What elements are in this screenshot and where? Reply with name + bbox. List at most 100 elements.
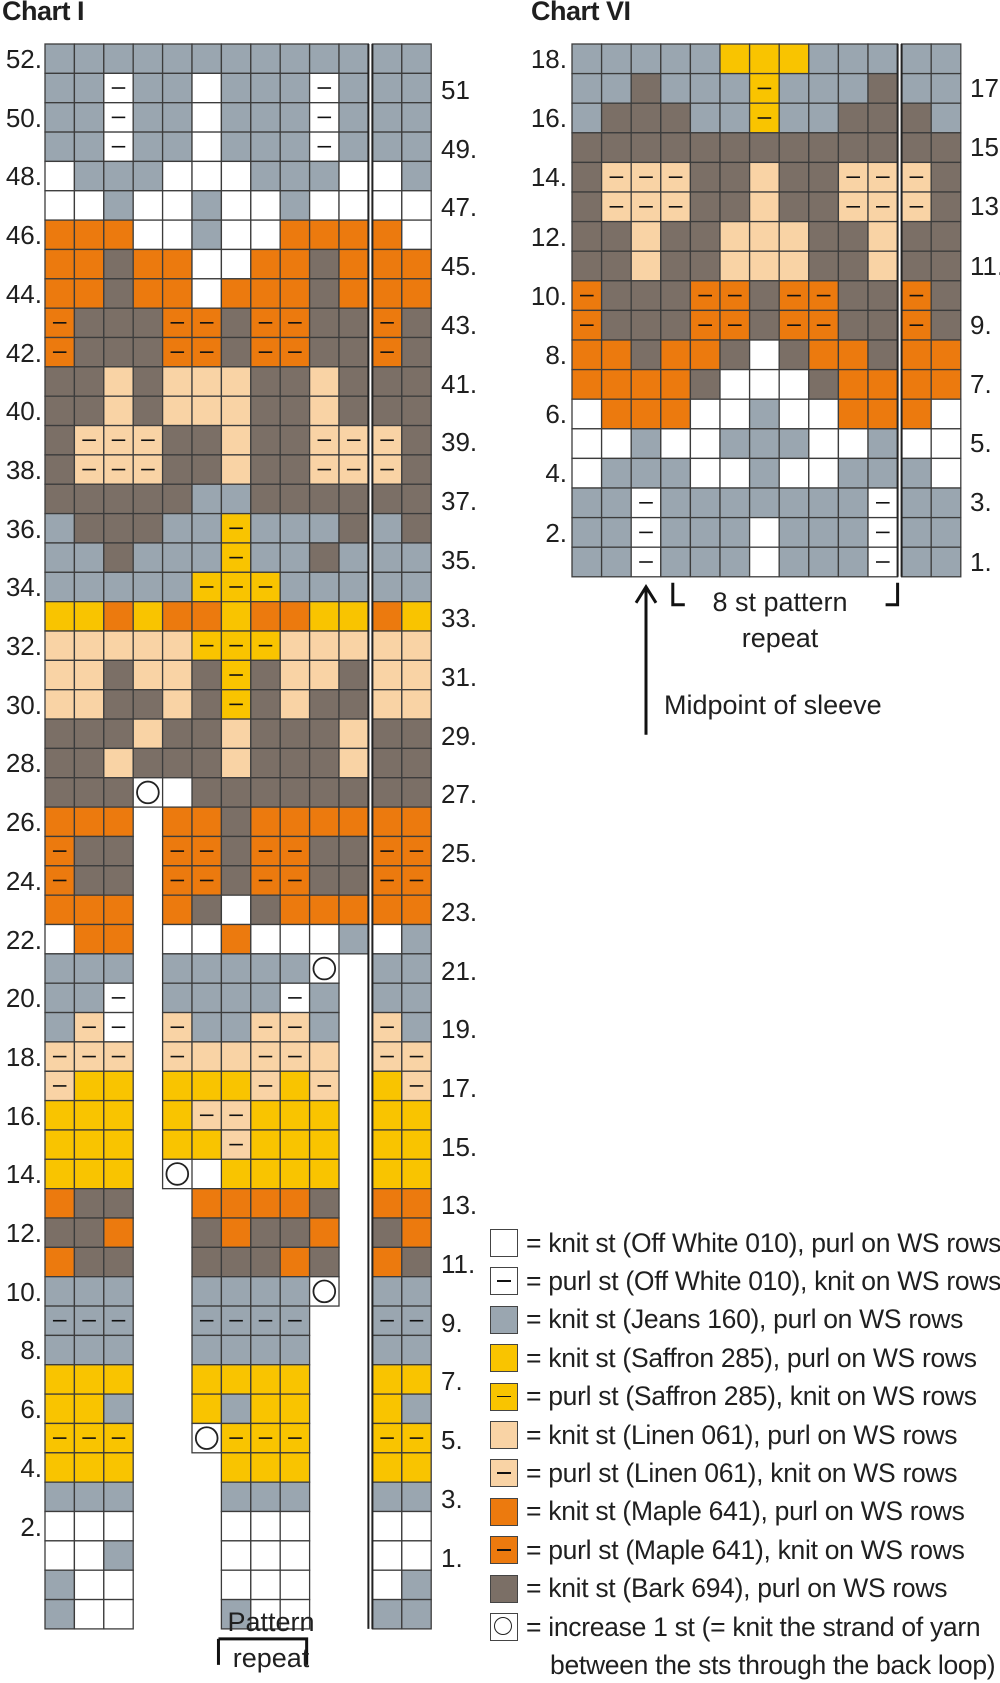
chart-1-cell (308, 307, 340, 339)
chart-6-cell (808, 220, 840, 252)
chart-6-cell (808, 398, 840, 430)
chart-1-cell (401, 1276, 432, 1307)
chart-1-cell (250, 248, 281, 280)
chart-1-cell (191, 571, 223, 603)
chart-6-cell (808, 280, 840, 312)
chart-1-cell (132, 72, 164, 104)
chart-6-cell (689, 487, 721, 519)
chart-1-cell (401, 131, 432, 163)
chart-1-cell (220, 747, 252, 779)
chart-1-cell (401, 1129, 432, 1160)
chart-1-cell (44, 571, 76, 603)
chart-1-cell (371, 1393, 403, 1425)
chart-1-cell (191, 689, 223, 720)
chart-1-cell (308, 601, 340, 632)
chart-6-cell (689, 43, 721, 75)
chart-1-cell (220, 1364, 252, 1395)
chart-1-cell (73, 806, 105, 838)
chart-1-cell (161, 131, 193, 163)
chart-1-cell (220, 512, 252, 544)
chart-6-cell (748, 516, 780, 548)
chart-1-cell (44, 366, 76, 397)
chart-6-cell (571, 428, 603, 460)
chart-6-cell (808, 161, 840, 193)
chart-1-cell (308, 1011, 340, 1043)
chart-1-cell (103, 806, 134, 838)
chart-1-cell (308, 43, 340, 75)
chart-1-cell (279, 1334, 311, 1366)
chart-6-cell (837, 191, 869, 223)
chart-6-cell (630, 516, 662, 548)
chart-6-cell (930, 457, 962, 489)
chart-1-cell (161, 43, 193, 75)
chart-1-cell (44, 160, 76, 192)
chart-1-right-row-label: 13. (441, 1190, 478, 1221)
chart-1-right-row-label: 49. (441, 133, 478, 164)
chart-6-cell (930, 102, 962, 134)
chart-1-left-row-label: 10. (5, 1276, 42, 1307)
chart-1-cell (401, 1598, 432, 1630)
chart-1-cell (191, 865, 223, 896)
chart-1-cell (308, 689, 340, 720)
chart-1-cell (250, 806, 281, 838)
chart-6-cell (837, 161, 869, 193)
chart-6-cell (837, 457, 869, 489)
chart-1-cell (191, 190, 223, 221)
chart-1-cell (103, 248, 134, 280)
chart-1-cell (401, 747, 432, 779)
legend-item: between the sts through the back loop) (490, 1648, 996, 1682)
chart-6-cell (719, 428, 751, 460)
chart-1-cell (308, 777, 340, 808)
chart-1-cell (401, 248, 432, 280)
chart-1-cell (44, 424, 76, 456)
chart-1-cell (279, 512, 311, 544)
chart-1-cell (371, 865, 403, 896)
chart-1-cell (191, 1334, 223, 1366)
chart-1-cell (401, 806, 432, 838)
chart-1-cell (279, 1099, 311, 1131)
chart-1-left-row-label: 48. (5, 161, 42, 192)
chart-6-cell (600, 398, 632, 430)
chart-1-cell (371, 131, 403, 163)
midpoint-arrow-head (634, 583, 658, 604)
chart-6-cell (660, 398, 692, 430)
chart-1-cell (103, 1598, 134, 1630)
chart-1-cell (401, 1246, 432, 1278)
chart-6-cell (689, 368, 721, 400)
chart-1-caption-line-1: Pattern (227, 1607, 315, 1637)
chart-1-cell (338, 894, 370, 926)
chart-6-cell (837, 43, 869, 75)
chart-1-cell (44, 718, 76, 750)
chart-6-cell (660, 457, 692, 489)
chart-1-cell (132, 659, 164, 691)
chart-6-cell (630, 428, 662, 460)
chart-1-left-row-label: 20. (5, 983, 42, 1014)
chart-1-cell (103, 1041, 134, 1072)
chart-6-cell (689, 191, 721, 223)
chart-6-left-row-label: 6. (545, 399, 567, 430)
chart-1-cell (103, 307, 134, 339)
chart-1-cell (401, 1334, 432, 1366)
chart-1-cell (161, 160, 193, 192)
chart-6-cell (837, 398, 869, 430)
chart-6-cell (900, 309, 932, 341)
chart-1-cell (338, 454, 370, 485)
chart-6-cell (930, 546, 962, 578)
chart-1-cell (161, 718, 193, 750)
chart-1-cell (73, 777, 105, 808)
chart-1-cell (371, 718, 403, 750)
chart-1-cell (103, 1099, 134, 1131)
chart-6-cell (867, 457, 899, 489)
chart-6-cell (719, 339, 751, 371)
chart-6-cell (930, 161, 962, 193)
chart-6-cell (630, 102, 662, 134)
chart-1-cell (371, 160, 403, 192)
chart-1-cell (220, 835, 252, 867)
chart-1-cell (44, 72, 76, 104)
chart-1-cell (161, 953, 193, 984)
chart-6-cell (867, 220, 899, 252)
chart-6-cell (600, 280, 632, 312)
chart-1-cell (73, 424, 105, 456)
chart-6-cell (689, 161, 721, 193)
chart-1-cell (191, 1129, 223, 1160)
